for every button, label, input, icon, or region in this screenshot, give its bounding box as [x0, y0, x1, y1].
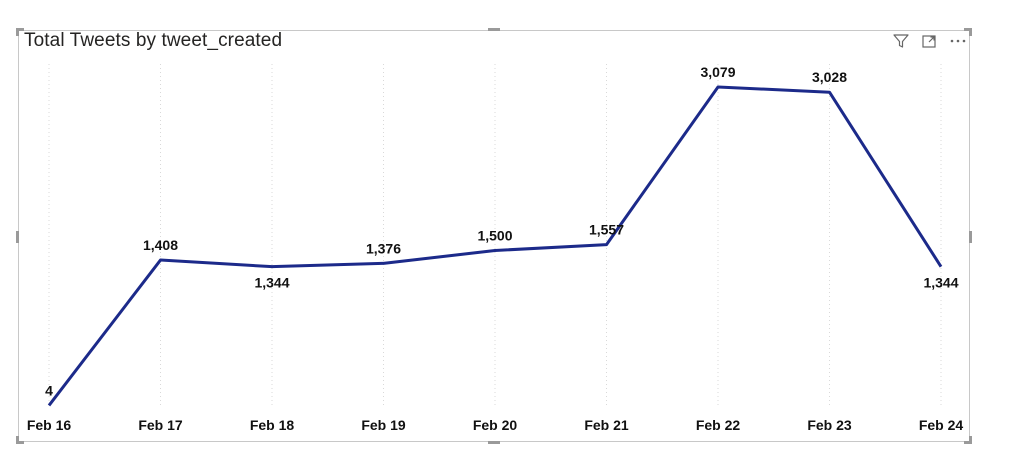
x-tick-feb-24: Feb 24	[919, 417, 964, 433]
data-point-feb-21[interactable]	[603, 241, 611, 249]
data-point-feb-18[interactable]	[268, 263, 276, 271]
data-point-feb-20[interactable]	[491, 247, 499, 255]
x-axis-ticks: Feb 16 Feb 17 Feb 18 Feb 19 Feb 20 Feb 21 Feb …	[27, 417, 964, 433]
x-tick-feb-16: Feb 16	[27, 417, 72, 433]
x-tick-feb-22: Feb 22	[696, 417, 741, 433]
resize-handle-bottom-left-v[interactable]	[16, 436, 19, 444]
filter-icon[interactable]	[892, 32, 912, 52]
data-label-feb-21: 1,557	[589, 222, 624, 238]
x-tick-feb-20: Feb 20	[473, 417, 518, 433]
data-label-feb-22: 3,079	[700, 64, 735, 80]
data-point-feb-17[interactable]	[157, 256, 165, 264]
resize-handle-bottom-right-v[interactable]	[969, 436, 972, 444]
data-label-feb-23: 3,028	[812, 69, 847, 85]
data-labels: 4 1,408 1,344 1,376 1,500 1,557 3,079 3,028 1,34…	[45, 64, 959, 398]
data-label-feb-19: 1,376	[366, 240, 401, 256]
resize-handle-top-left[interactable]	[16, 28, 24, 31]
data-label-feb-16: 4	[45, 382, 53, 398]
data-point-feb-22[interactable]	[714, 83, 722, 91]
x-tick-feb-17: Feb 17	[138, 417, 183, 433]
data-label-feb-18: 1,344	[254, 275, 289, 291]
data-label-feb-17: 1,408	[143, 237, 178, 253]
focus-mode-icon[interactable]	[920, 32, 940, 52]
visual-header-icons	[890, 32, 972, 54]
x-tick-feb-23: Feb 23	[807, 417, 852, 433]
resize-handle-bottom-left[interactable]	[16, 441, 24, 444]
data-point-feb-24[interactable]	[937, 263, 945, 271]
data-point-feb-19[interactable]	[380, 259, 388, 267]
data-point-feb-23[interactable]	[826, 88, 834, 96]
gridlines	[48, 64, 942, 408]
x-tick-feb-19: Feb 19	[361, 417, 406, 433]
series-line-layer	[45, 83, 945, 409]
x-tick-feb-18: Feb 18	[250, 417, 295, 433]
series-line-total-tweets[interactable]	[47, 85, 943, 407]
resize-handle-top-right-v[interactable]	[969, 28, 972, 36]
resize-handle-bottom-right[interactable]	[964, 441, 972, 444]
data-label-feb-24: 1,344	[923, 275, 958, 291]
more-options-icon[interactable]	[948, 32, 968, 52]
data-point-feb-16[interactable]	[45, 401, 53, 409]
resize-handle-top-left-v[interactable]	[16, 28, 19, 36]
data-label-feb-20: 1,500	[477, 228, 512, 244]
resize-handle-right[interactable]	[969, 231, 972, 243]
x-tick-feb-21: Feb 21	[584, 417, 629, 433]
resize-handle-top-right[interactable]	[964, 28, 972, 31]
resize-handle-left[interactable]	[16, 231, 19, 243]
resize-handle-top[interactable]	[488, 28, 500, 31]
chart-title: Total Tweets by tweet_created	[24, 30, 283, 51]
visual-container[interactable]	[18, 30, 970, 442]
resize-handle-bottom[interactable]	[488, 441, 500, 444]
